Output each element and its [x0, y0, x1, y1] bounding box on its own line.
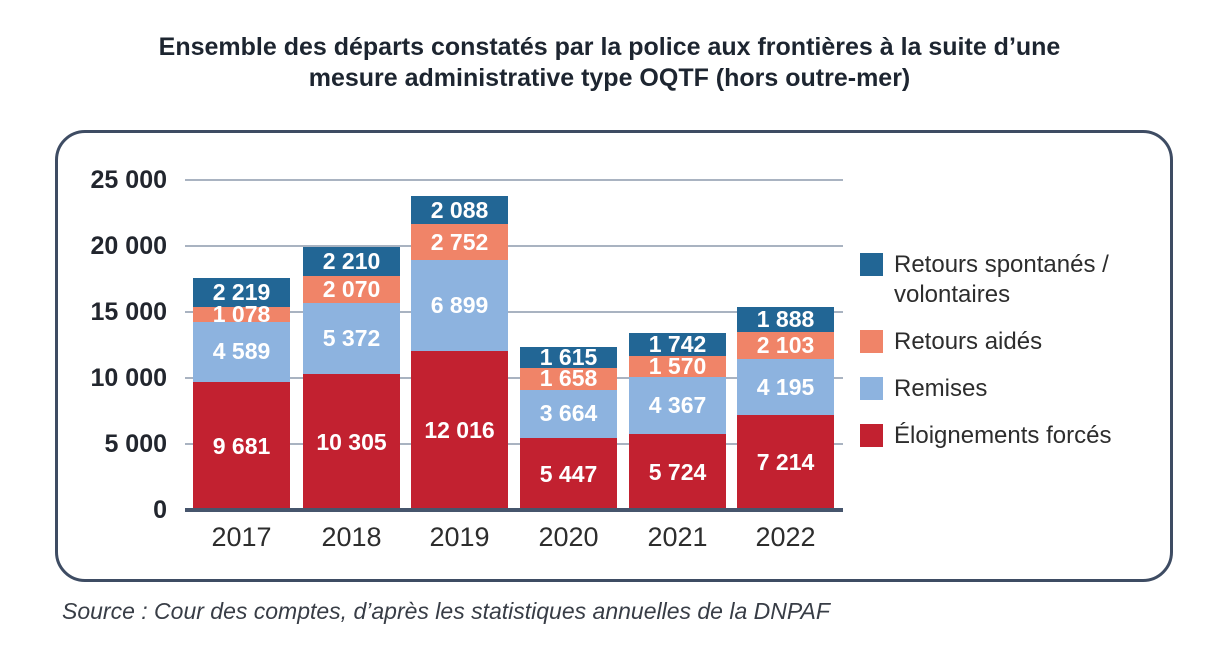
value-label: 3 664: [539, 400, 598, 427]
x-axis-tick-label: 2022: [755, 522, 816, 552]
value-label: 1 888: [756, 305, 815, 332]
bar-2018: 10 305 5 372 2 070 2 210: [303, 246, 400, 510]
legend-item: Retours aidés: [860, 327, 1142, 357]
value-label: 1 742: [648, 331, 707, 358]
legend-swatch: [860, 330, 883, 353]
legend-item: Remises: [860, 374, 1142, 404]
gridline: [185, 311, 843, 313]
bar-segment: 2 103: [737, 331, 834, 360]
value-label: 12 016: [424, 417, 495, 444]
legend-swatch: [860, 424, 883, 447]
bar-2021: 5 724 4 367 1 570 1 742: [629, 333, 726, 510]
legend-label: Éloignements forcés: [894, 422, 1112, 449]
bar-2017: 9 681 4 589 1 078 2 219: [193, 278, 290, 510]
legend: Retours spontanés / volontaires Retours a…: [860, 250, 1142, 451]
value-label: 1 570: [648, 352, 707, 379]
x-axis-tick-label: 2019: [429, 522, 490, 552]
y-axis-tick-label: 20 000: [90, 232, 167, 260]
value-label: 4 195: [756, 373, 815, 400]
bar-segment: 7 214: [737, 414, 834, 510]
bar-segment: 2 088: [411, 196, 508, 225]
x-axis-tick-label: 2018: [321, 522, 382, 552]
gridline: [185, 443, 843, 445]
legend-swatch: [860, 377, 883, 400]
legend-swatch: [860, 253, 883, 276]
bar-segment: 2 219: [193, 278, 290, 308]
bar-segment: 2 210: [303, 246, 400, 276]
x-axis-tick-label: 2020: [538, 522, 599, 552]
gridline: [185, 377, 843, 379]
plot-area: 25 000 20 000 15 000 10 000 5 000 0 9 681 4 589…: [91, 166, 843, 552]
source-note: Source : Cour des comptes, d’après les s…: [62, 598, 830, 624]
bar-segment: 1 615: [520, 343, 617, 370]
bar-segment: 4 367: [629, 376, 726, 435]
value-label: 2 210: [322, 247, 381, 274]
value-label: 2 088: [430, 196, 489, 223]
value-label: 2 219: [212, 279, 271, 306]
bar-2022: 7 214 4 195 2 103 1 888: [737, 305, 834, 510]
gridline: [185, 245, 843, 247]
bar-segment: 4 589: [193, 321, 290, 383]
y-axis-tick-label: 0: [153, 496, 167, 524]
bar-segment: 1 888: [737, 305, 834, 332]
value-label: 1 658: [539, 365, 598, 392]
chart-panel: 25 000 20 000 15 000 10 000 5 000 0 9 681 4 589…: [55, 130, 1173, 582]
x-axis-tick-label: 2017: [211, 522, 272, 552]
bar-segment: 3 664: [520, 389, 617, 439]
bar-2019: 12 016 6 899 2 752 2 088: [411, 196, 508, 510]
value-label: 1 615: [539, 343, 598, 370]
gridline: [185, 179, 843, 181]
value-label: 7 214: [756, 448, 815, 475]
bar-segment: 4 195: [737, 359, 834, 415]
bar-segment: 6 899: [411, 260, 508, 352]
value-label: 2 103: [756, 332, 815, 359]
bar-segment: 5 447: [520, 438, 617, 510]
legend-label: Remises: [894, 375, 988, 402]
legend-label: Retours spontanés / volontaires: [894, 251, 1109, 308]
bar-2020: 5 447 3 664 1 658 1 615: [520, 343, 617, 510]
value-label: 2 752: [430, 228, 489, 255]
value-label: 2 070: [322, 275, 381, 302]
bar-segment: 1 570: [629, 352, 726, 379]
x-axis-tick-label: 2021: [647, 522, 708, 552]
y-axis-tick-label: 15 000: [90, 298, 167, 326]
bar-segment: 9 681: [193, 382, 290, 510]
value-label: 5 372: [322, 325, 381, 352]
bar-segment: 1 742: [629, 331, 726, 358]
y-axis-tick-label: 10 000: [90, 364, 167, 392]
y-axis-tick-label: 25 000: [90, 166, 167, 194]
value-label: 4 589: [212, 338, 271, 365]
x-axis-line: [185, 508, 843, 512]
legend-label: Retours aidés: [894, 328, 1043, 355]
bar-segment: 5 724: [629, 434, 726, 510]
value-label: 9 681: [212, 432, 271, 459]
chart-title: Ensemble des départs constatés par la po…: [158, 33, 1061, 92]
bar-segment: 1 078: [193, 303, 290, 326]
bar-segment: 2 752: [411, 224, 508, 261]
bar-segment: 5 372: [303, 303, 400, 374]
value-label: 5 447: [539, 460, 598, 487]
value-label: 6 899: [430, 292, 489, 319]
bar-segment: 10 305: [303, 374, 400, 510]
value-label: 10 305: [316, 428, 387, 455]
value-label: 5 724: [648, 458, 707, 485]
value-label: 4 367: [648, 392, 707, 419]
bar-segment: 1 658: [520, 365, 617, 392]
y-axis-tick-label: 5 000: [104, 430, 167, 458]
bar-segment: 12 016: [411, 351, 508, 510]
legend-item: Retours spontanés / volontaires: [860, 250, 1142, 310]
value-label: 1 078: [212, 301, 271, 328]
legend-item: Éloignements forcés: [860, 421, 1142, 451]
bar-segment: 2 070: [303, 275, 400, 304]
